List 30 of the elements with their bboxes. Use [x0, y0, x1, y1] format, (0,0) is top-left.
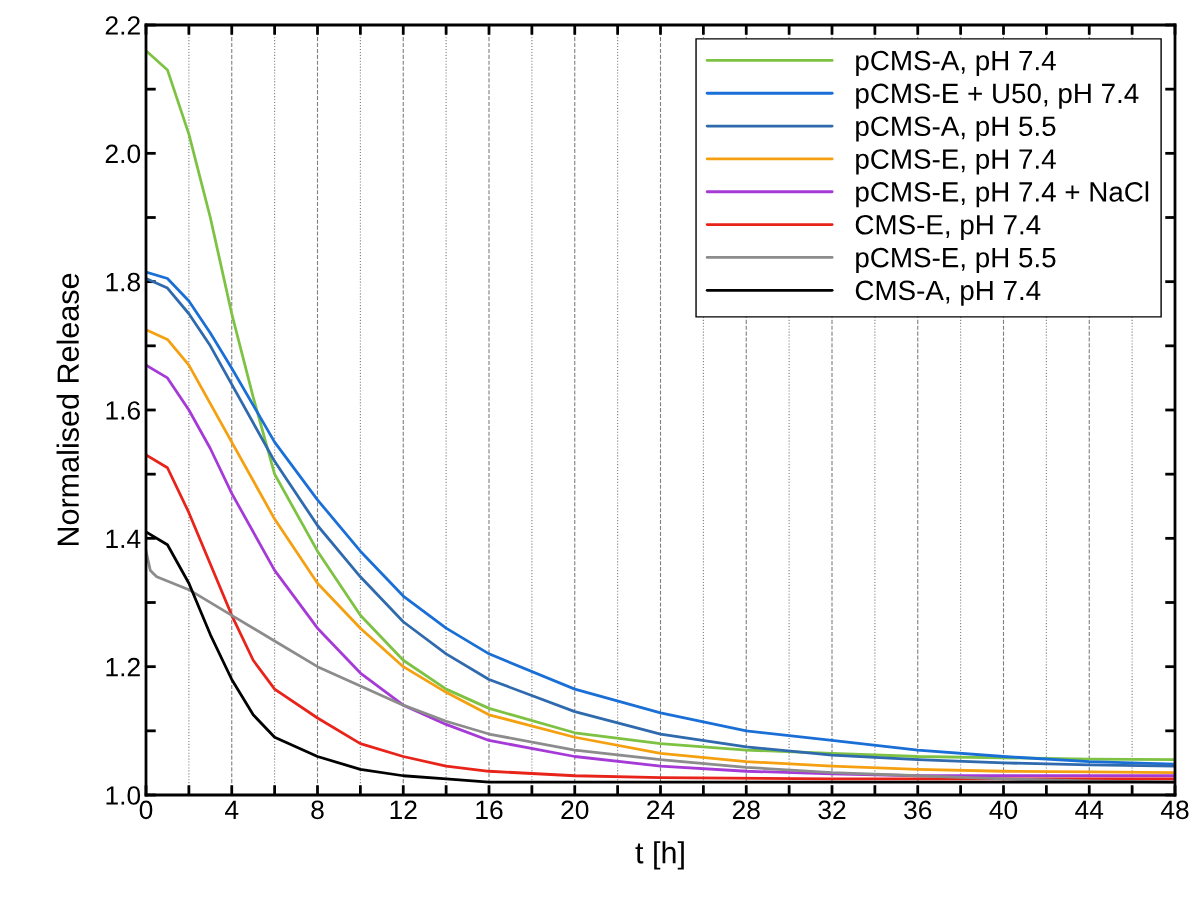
- x-tick-label: 4: [225, 800, 239, 819]
- x-tick-label: 0: [139, 800, 153, 820]
- y-axis-title: Normalised Release: [56, 273, 79, 546]
- legend-label: pCMS-E + U50, pH 7.4: [856, 83, 1139, 109]
- x-tick-label: 12: [390, 800, 417, 819]
- x-tick-label: 36: [904, 800, 932, 820]
- x-tick-label: 44: [1075, 800, 1104, 819]
- x-tick-label: 32: [818, 800, 846, 820]
- x-tick-label: 48: [1160, 800, 1189, 820]
- legend-label: pCMS-A, pH 7.4: [856, 50, 1056, 76]
- x-tick-label: 28: [732, 800, 760, 820]
- x-tick-label: 8: [311, 800, 324, 820]
- legend-label: CMS-A, pH 7.4: [855, 280, 1041, 306]
- legend-label: CMS-E, pH 7.4: [855, 214, 1041, 241]
- x-tick-label: 20: [561, 800, 589, 820]
- legend-label: pCMS-E, pH 7.4 + NaCl: [856, 181, 1149, 208]
- x-tick-label: 24: [647, 800, 675, 819]
- y-tick-label: 1.0: [106, 786, 141, 805]
- y-tick-label: 2.2: [105, 16, 140, 35]
- y-tick-label: 1.2: [106, 657, 140, 677]
- y-tick-label: 1.8: [106, 272, 140, 292]
- legend-label: pCMS-E, pH 7.4: [856, 149, 1056, 175]
- x-axis-title: t [h]: [635, 841, 684, 870]
- y-tick-label: 2.0: [105, 144, 141, 164]
- y-tick-label: 1.6: [106, 401, 140, 420]
- x-tick-label: 16: [476, 800, 503, 820]
- legend-label: pCMS-E, pH 5.5: [856, 247, 1056, 273]
- y-tick-label: 1.4: [106, 529, 141, 548]
- x-tick-label: 40: [989, 800, 1018, 820]
- legend-label: pCMS-A, pH 5.5: [856, 116, 1056, 142]
